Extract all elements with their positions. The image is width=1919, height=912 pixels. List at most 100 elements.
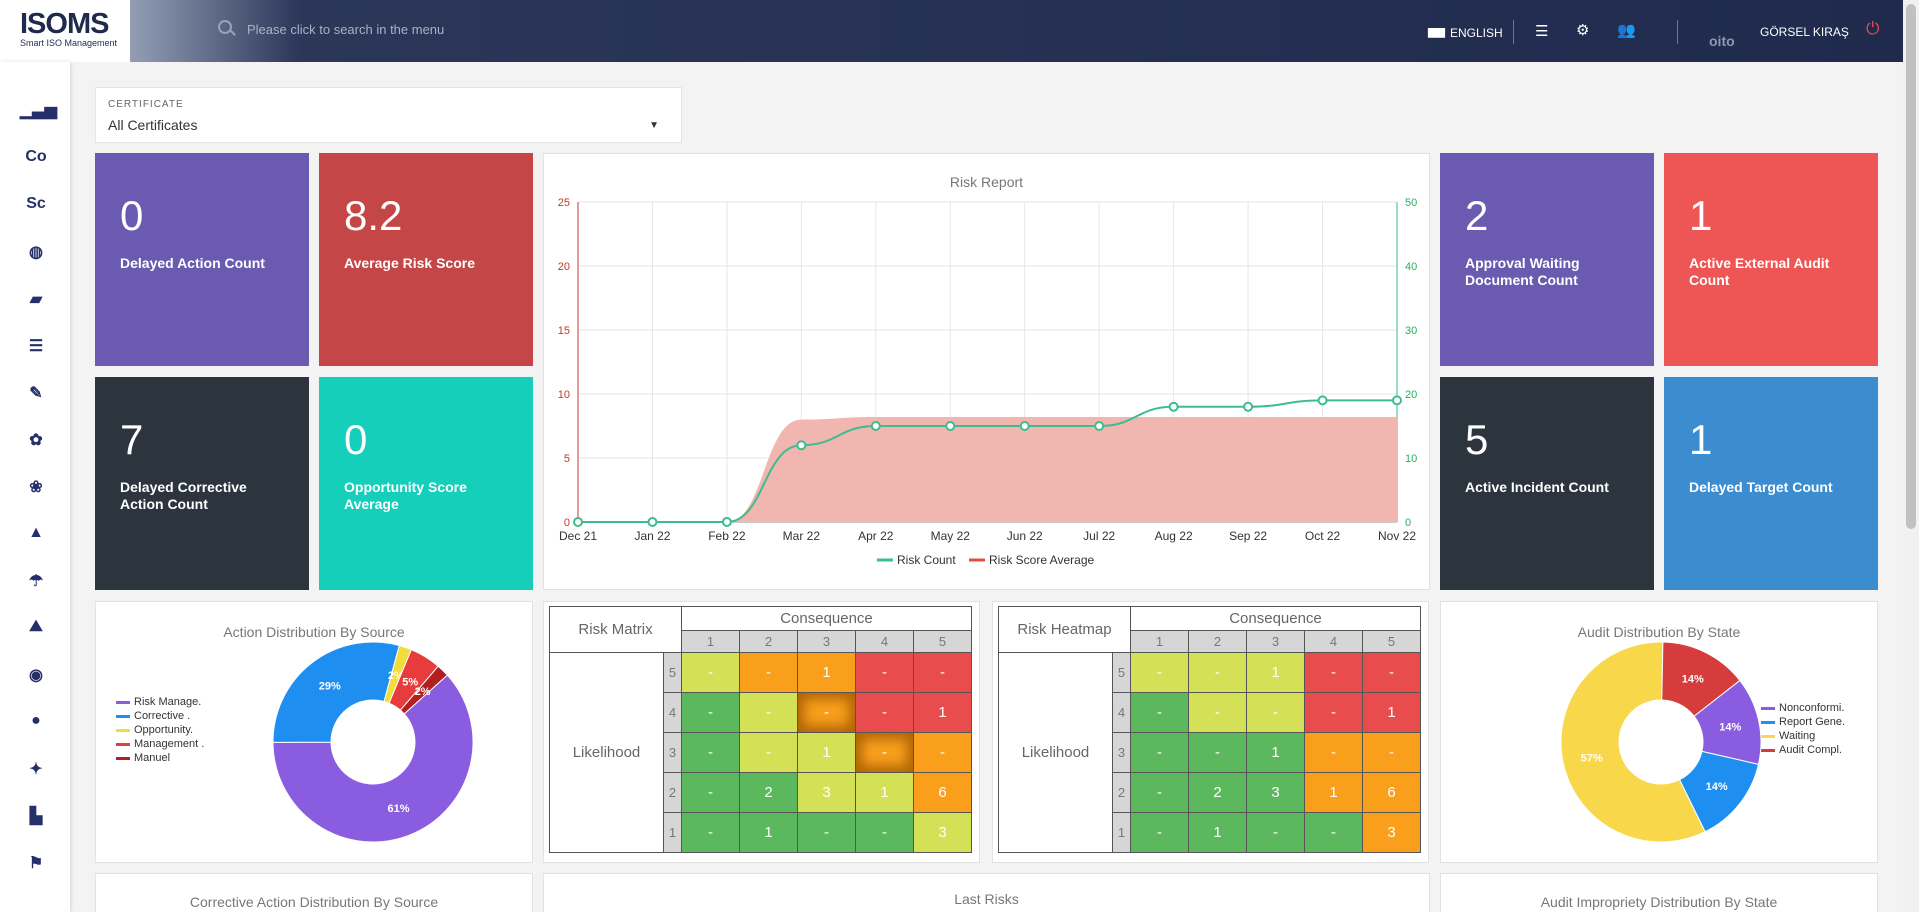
tile-approval-waiting-document[interactable]: 2 Approval Waiting Document Count: [1440, 153, 1654, 366]
matrix-cell[interactable]: 1: [913, 692, 972, 733]
matrix-cell[interactable]: -: [1130, 732, 1189, 773]
matrix-cell[interactable]: 3: [1246, 772, 1305, 813]
matrix-cell[interactable]: -: [1130, 772, 1189, 813]
tile-delayed-corrective-action[interactable]: 7 Delayed Corrective Action Count: [95, 377, 309, 590]
matrix-cell[interactable]: 6: [1362, 772, 1421, 813]
matrix-cell[interactable]: -: [1362, 732, 1421, 773]
matrix-cell[interactable]: -: [1362, 652, 1421, 693]
tile-delayed-action[interactable]: 0 Delayed Action Count: [95, 153, 309, 366]
matrix-cell[interactable]: -: [855, 652, 914, 693]
legend-item[interactable]: Report Gene.: [1761, 716, 1845, 728]
language-selector[interactable]: ENGLISH: [1450, 26, 1503, 40]
tile-opportunity-score[interactable]: 0 Opportunity Score Average: [319, 377, 533, 590]
legend-item[interactable]: Waiting: [1761, 730, 1815, 742]
hands-globe-icon[interactable]: ❀: [29, 479, 43, 496]
legend-item[interactable]: Risk Manage.: [116, 696, 201, 708]
chevron-down-icon[interactable]: ▼: [649, 120, 659, 131]
list-check-icon[interactable]: ☰: [28, 338, 44, 355]
user-name[interactable]: GÖRSEL KIRAŞ: [1760, 25, 1849, 39]
legend-item[interactable]: Manuel: [116, 752, 170, 764]
matrix-cell[interactable]: -: [855, 812, 914, 853]
matrix-cell[interactable]: 1: [739, 812, 798, 853]
slice-label: 57%: [1581, 752, 1603, 764]
matrix-cell[interactable]: 1: [1246, 732, 1305, 773]
matrix-cell[interactable]: 2: [739, 772, 798, 813]
matrix-cell[interactable]: -: [1188, 732, 1247, 773]
matrix-cell[interactable]: -: [1130, 812, 1189, 853]
matrix-cell[interactable]: -: [797, 692, 856, 733]
search-icon[interactable]: [218, 20, 232, 34]
app-logo[interactable]: ISOMS Smart ISO Management: [0, 0, 130, 62]
power-logout-icon[interactable]: ⏻: [1866, 19, 1880, 38]
mountain-icon[interactable]: ⛰: [29, 618, 43, 635]
matrix-cell[interactable]: 1: [1304, 772, 1363, 813]
matrix-cell[interactable]: -: [913, 732, 972, 773]
matrix-cell[interactable]: -: [739, 692, 798, 733]
running-icon[interactable]: ✦: [29, 761, 43, 778]
users-icon[interactable]: 👥: [1617, 22, 1636, 39]
matrix-cell[interactable]: -: [1304, 652, 1363, 693]
tile-average-risk-score[interactable]: 8.2 Average Risk Score: [319, 153, 533, 366]
matrix-cell[interactable]: -: [1246, 692, 1305, 733]
shapes-icon[interactable]: ▲: [28, 524, 44, 541]
matrix-cell[interactable]: 1: [1188, 812, 1247, 853]
certificate-select[interactable]: CERTIFICATE All Certificates ▼: [95, 87, 682, 143]
matrix-cell[interactable]: 3: [1362, 812, 1421, 853]
legend-item[interactable]: Opportunity.: [116, 724, 193, 736]
matrix-cell[interactable]: -: [681, 652, 740, 693]
user-tie-icon[interactable]: ●: [31, 712, 41, 729]
matrix-cell[interactable]: -: [681, 692, 740, 733]
matrix-cell[interactable]: 1: [797, 732, 856, 773]
matrix-cell[interactable]: 6: [913, 772, 972, 813]
matrix-cell[interactable]: 3: [797, 772, 856, 813]
matrix-cell[interactable]: -: [1246, 812, 1305, 853]
podium-icon[interactable]: ▙: [29, 808, 43, 825]
dashboard-bar-chart-icon[interactable]: ▁▃▅: [20, 102, 57, 119]
matrix-cell[interactable]: 1: [1362, 692, 1421, 733]
tasks-icon[interactable]: ☰: [1535, 23, 1549, 40]
matrix-cell[interactable]: -: [739, 652, 798, 693]
sidebar-item-co[interactable]: Co: [25, 148, 47, 165]
legend-item[interactable]: Corrective .: [116, 710, 190, 722]
matrix-cell[interactable]: 1: [855, 772, 914, 813]
matrix-cell[interactable]: 1: [1246, 652, 1305, 693]
matrix-cell[interactable]: -: [1304, 732, 1363, 773]
matrix-cell[interactable]: -: [913, 652, 972, 693]
matrix-cell[interactable]: -: [681, 732, 740, 773]
flag-checkered-icon[interactable]: ⚑: [28, 855, 44, 872]
hands-helping-icon[interactable]: ✿: [29, 432, 43, 449]
matrix-cell[interactable]: -: [1188, 692, 1247, 733]
scrollbar-thumb[interactable]: [1906, 4, 1916, 529]
eye-icon[interactable]: ◉: [29, 667, 43, 684]
matrix-cell[interactable]: -: [1130, 692, 1189, 733]
menu-search-input[interactable]: Please click to search in the menu: [247, 22, 445, 37]
folder-icon[interactable]: ▰: [29, 291, 43, 308]
page-scrollbar[interactable]: [1903, 0, 1919, 912]
settings-gear-icon[interactable]: ⚙: [1576, 22, 1590, 39]
sidebar-item-sc[interactable]: Sc: [26, 195, 46, 212]
language-flag-icon[interactable]: ▆▆: [1428, 26, 1445, 38]
matrix-cell[interactable]: -: [797, 812, 856, 853]
matrix-cell[interactable]: -: [739, 732, 798, 773]
matrix-cell[interactable]: -: [681, 812, 740, 853]
matrix-cell[interactable]: -: [855, 732, 914, 773]
matrix-cell[interactable]: -: [681, 772, 740, 813]
legend-item[interactable]: Audit Compl.: [1761, 744, 1842, 756]
matrix-cell[interactable]: -: [1188, 652, 1247, 693]
tile-active-incident[interactable]: 5 Active Incident Count: [1440, 377, 1654, 590]
tile-delayed-target[interactable]: 1 Delayed Target Count: [1664, 377, 1878, 590]
matrix-cell[interactable]: 2: [1188, 772, 1247, 813]
matrix-cell[interactable]: -: [855, 692, 914, 733]
globe-icon[interactable]: ◍: [29, 244, 43, 261]
matrix-cell[interactable]: -: [1304, 812, 1363, 853]
umbrella-icon[interactable]: ☂: [28, 573, 44, 590]
matrix-cell[interactable]: 1: [797, 652, 856, 693]
legend-item[interactable]: Management .: [116, 738, 204, 750]
certificate-selected-value[interactable]: All Certificates: [108, 117, 198, 133]
legend-item[interactable]: Nonconformi.: [1761, 702, 1844, 714]
wrench-icon[interactable]: ✎: [29, 385, 43, 402]
tile-active-external-audit[interactable]: 1 Active External Audit Count: [1664, 153, 1878, 366]
matrix-cell[interactable]: -: [1304, 692, 1363, 733]
matrix-cell[interactable]: 3: [913, 812, 972, 853]
matrix-cell[interactable]: -: [1130, 652, 1189, 693]
